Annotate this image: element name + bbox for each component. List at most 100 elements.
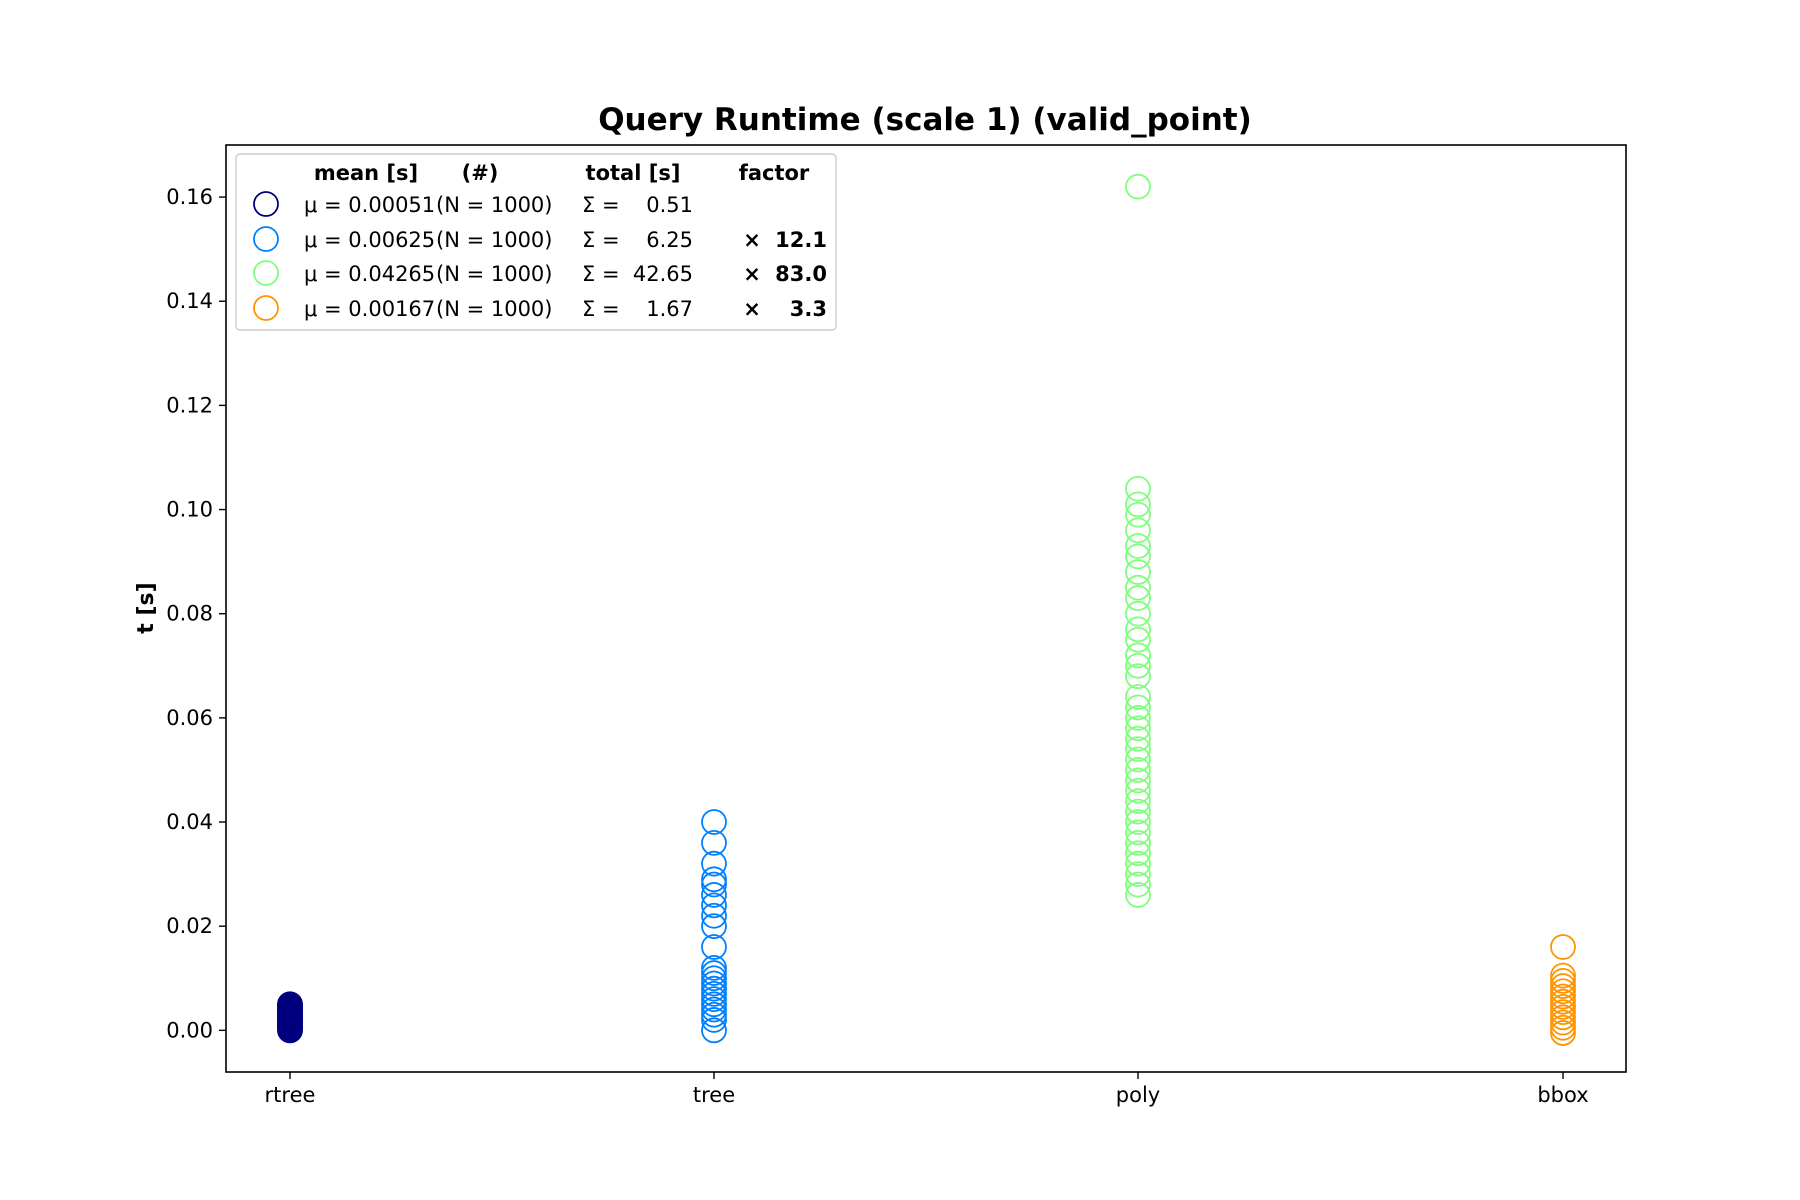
legend-sigma-bbox: Σ =: [582, 297, 620, 321]
data-point-poly: [1125, 850, 1151, 877]
data-point-poly: [1125, 746, 1151, 773]
data-point-bbox: [1550, 978, 1576, 1005]
data-point-tree: [701, 980, 727, 1007]
data-point-poly: [1125, 652, 1151, 679]
legend-header-mean: mean [s]: [314, 161, 418, 185]
data-point-tree: [701, 934, 727, 960]
data-point-bbox: [1550, 994, 1576, 1020]
data-point-poly: [1125, 663, 1151, 690]
y-tick-label: 0.02: [166, 914, 213, 938]
legend-count-poly: (N = 1000): [436, 262, 552, 286]
x-tick-label-bbox: bbox: [1537, 1083, 1588, 1107]
y-tick-label: 0.04: [166, 810, 213, 834]
data-point-rtree: [277, 991, 303, 1018]
data-point-bbox: [1550, 967, 1576, 994]
data-point-poly: [1125, 626, 1151, 653]
data-point-tree: [701, 829, 727, 856]
legend-box: [235, 153, 837, 331]
data-point-poly: [1125, 600, 1151, 627]
legend-sigma-tree: Σ =: [582, 228, 620, 252]
legend-total-poly: 42.65: [633, 262, 693, 286]
data-point-poly: [1125, 788, 1151, 815]
data-point-poly: [1125, 840, 1151, 867]
legend-total-bbox: 1.67: [646, 297, 693, 321]
data-point-poly: [1125, 559, 1151, 585]
data-point-tree: [701, 975, 727, 1002]
data-point-poly: [1125, 736, 1151, 763]
series-rtree: [277, 991, 303, 1044]
legend-header-total: total [s]: [586, 161, 681, 185]
x-tick-label-poly: poly: [1116, 1083, 1160, 1107]
legend-factor-tree: 12.1: [775, 228, 827, 252]
series-tree: [701, 809, 727, 1044]
legend-marker-tree: [253, 226, 279, 252]
data-point-poly: [1125, 882, 1151, 908]
plot-area: [277, 173, 1576, 1046]
data-point-bbox: [1550, 983, 1576, 1010]
legend-times-poly: ×: [743, 262, 761, 286]
data-point-poly: [1125, 829, 1151, 856]
data-point-tree: [701, 954, 727, 981]
legend-marker-rtree: [253, 191, 279, 217]
legend-header-count: (#): [462, 161, 499, 185]
data-point-tree: [701, 986, 727, 1012]
data-point-poly: [1125, 861, 1151, 888]
data-point-poly: [1125, 809, 1151, 835]
legend-rows: μ = 0.00051 (N = 1000) Σ = 0.51μ = 0.00625(…: [253, 191, 827, 321]
data-point-tree: [701, 902, 727, 929]
data-point-poly: [1125, 684, 1151, 710]
data-point-tree: [701, 871, 727, 898]
data-point-poly: [1125, 501, 1151, 528]
data-point-tree: [701, 809, 727, 835]
series-poly: [1125, 173, 1151, 908]
data-point-poly: [1125, 574, 1151, 601]
data-point-tree: [701, 866, 727, 893]
data-point-poly: [1125, 871, 1151, 898]
data-point-tree: [701, 1007, 727, 1033]
y-axis: 0.00 0.02 0.04 0.06 0.08 0.10 0.12 0.14 0.16: [166, 185, 226, 1042]
data-point-tree: [701, 965, 727, 992]
data-point-bbox: [1550, 988, 1576, 1015]
data-point-tree: [701, 960, 727, 986]
data-point-poly: [1125, 777, 1151, 804]
chart-title: Query Runtime (scale 1) (valid_point): [598, 102, 1252, 138]
data-point-poly: [1125, 616, 1151, 643]
legend-sigma-poly: Σ =: [582, 262, 620, 286]
data-point-bbox: [1550, 1009, 1576, 1036]
data-point-poly: [1125, 173, 1151, 200]
legend-times-bbox: ×: [743, 297, 761, 321]
y-tick-label: 0.10: [166, 498, 213, 522]
data-point-bbox: [1550, 962, 1576, 989]
data-point-poly: [1125, 767, 1151, 794]
y-tick-label: 0.12: [166, 393, 213, 417]
data-point-poly: [1125, 819, 1151, 846]
x-tick-label-tree: tree: [693, 1083, 735, 1107]
data-point-bbox: [1550, 1020, 1576, 1046]
legend-total-tree: 6.25: [646, 228, 693, 252]
y-tick-label: 0.08: [166, 602, 213, 626]
data-point-poly: [1125, 585, 1151, 611]
data-point-poly: [1125, 517, 1151, 544]
data-point-poly: [1125, 642, 1151, 669]
data-point-poly: [1125, 533, 1151, 559]
legend-marker-poly: [253, 260, 279, 286]
data-point-bbox: [1550, 934, 1576, 960]
x-tick-label-rtree: rtree: [265, 1083, 316, 1107]
data-point-tree: [701, 913, 727, 940]
y-tick-label: 0.14: [166, 289, 213, 313]
data-point-tree: [701, 1001, 727, 1028]
data-point-poly: [1125, 715, 1151, 742]
data-point-tree: [701, 850, 727, 877]
data-point-tree: [701, 996, 727, 1023]
legend-marker-bbox: [253, 295, 279, 321]
data-point-bbox: [1550, 973, 1576, 999]
y-tick-label: 0.16: [166, 185, 213, 209]
data-point-bbox: [1550, 1014, 1576, 1041]
legend: mean [s] (#) total [s] factor μ = 0.0005…: [235, 153, 837, 331]
data-point-poly: [1125, 757, 1151, 783]
data-point-bbox: [1550, 999, 1576, 1026]
data-point-tree: [701, 892, 727, 919]
data-point-tree: [701, 1017, 727, 1044]
data-point-poly: [1125, 491, 1151, 518]
